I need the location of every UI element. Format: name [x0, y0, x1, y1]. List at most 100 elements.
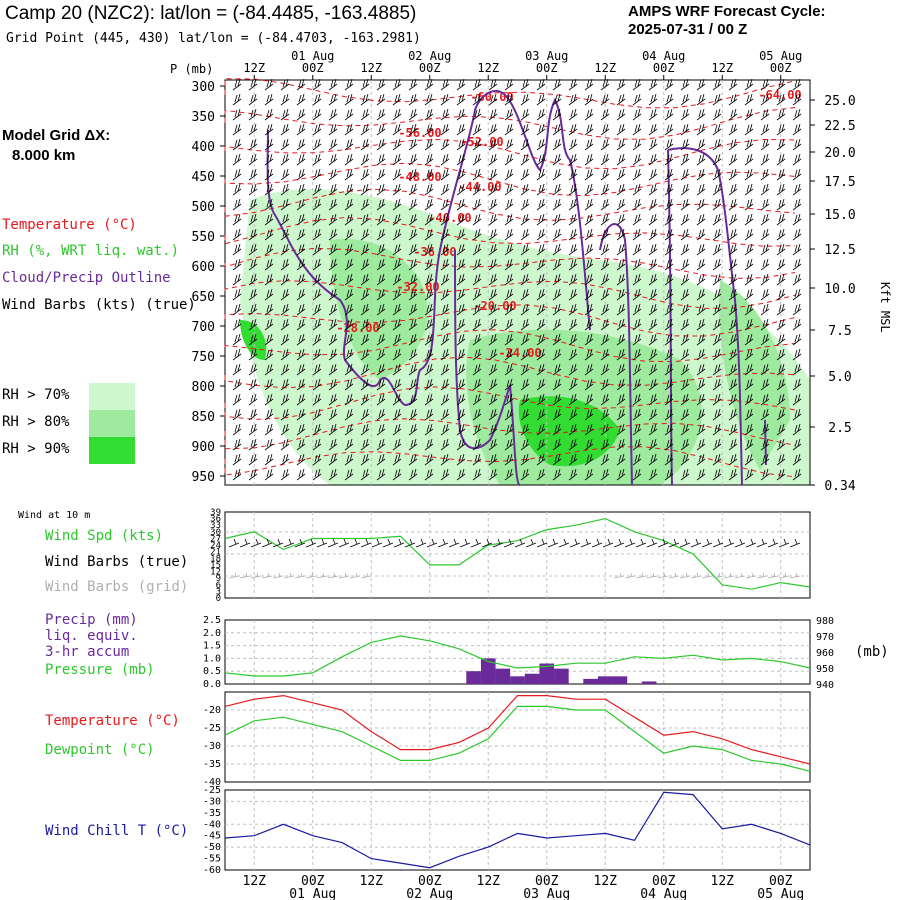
wind-barb — [584, 333, 594, 346]
wind-barb — [712, 183, 722, 196]
pressure-ytick-label: 980 — [816, 616, 834, 627]
wind-barb — [456, 468, 466, 481]
wind-barb — [504, 273, 514, 286]
wind-barb — [328, 453, 338, 466]
bottom-time-label: 00Z — [418, 874, 442, 889]
wind-barb — [440, 453, 450, 466]
rh-area-rh80 — [330, 239, 428, 380]
wind-barb — [696, 168, 706, 181]
wind-barb — [680, 183, 690, 196]
wind-barb — [264, 408, 274, 421]
isotherm-label: -32.00 — [396, 280, 439, 294]
wind-barb — [792, 93, 802, 106]
wind-barb — [632, 93, 642, 106]
wind-barb — [712, 333, 722, 346]
wind-barb — [264, 453, 274, 466]
wind-barb — [488, 348, 498, 361]
wind-barb — [504, 228, 514, 241]
wind-barb — [584, 378, 594, 391]
wind-barb — [232, 213, 242, 226]
wind-barb — [696, 78, 706, 91]
wind-barb — [248, 78, 258, 91]
wind-barb — [472, 78, 482, 91]
wind-barb — [728, 363, 738, 376]
wind-barb — [792, 438, 802, 451]
wind-barb — [264, 363, 274, 376]
wind-barb — [376, 243, 386, 256]
wind-barb — [248, 108, 258, 121]
wind-barb — [520, 78, 530, 91]
wind-barb — [552, 213, 562, 226]
wind-barb — [648, 108, 658, 121]
wind-barb — [584, 198, 594, 211]
wind-barb — [712, 258, 722, 271]
wind-barb — [440, 303, 450, 316]
wind-barb — [680, 78, 690, 91]
wind-barb — [376, 198, 386, 211]
wind-barb-10m — [360, 538, 372, 548]
wind-barb-grid — [734, 572, 746, 579]
isotherm-line — [224, 107, 796, 140]
wind-barb — [664, 318, 674, 331]
temp-ytick-label: -25 — [203, 723, 221, 734]
wind-barb — [504, 213, 514, 226]
wind-barb — [488, 423, 498, 436]
wind-barb — [504, 423, 514, 436]
wind-barb — [744, 378, 754, 391]
wind-barb — [760, 333, 770, 346]
wind-barb — [680, 468, 690, 481]
wind-barb-10m — [448, 538, 460, 548]
wind-barb — [760, 408, 770, 421]
wind-barb — [296, 438, 306, 451]
wind-barb — [360, 468, 370, 481]
wind-barb — [328, 228, 338, 241]
legend-precip: Precip (mm) — [45, 612, 138, 628]
wind-barb — [456, 243, 466, 256]
wind-barb — [632, 318, 642, 331]
wind-barb — [360, 318, 370, 331]
wind-barb — [488, 393, 498, 406]
wind-barb — [536, 213, 546, 226]
wind-barb — [360, 333, 370, 346]
temp-ytick-label: -30 — [203, 741, 221, 752]
wind-barb — [776, 348, 786, 361]
wind-barb — [520, 288, 530, 301]
wind-barb — [328, 183, 338, 196]
wind-barb — [728, 123, 738, 136]
wind-barb — [264, 333, 274, 346]
windchill-ytick-label: -50 — [203, 842, 221, 853]
wind-barb — [392, 243, 402, 256]
wind-barb — [264, 123, 274, 136]
wind-barb — [728, 393, 738, 406]
wind-barb — [568, 183, 578, 196]
top-time-label: 00Z — [419, 61, 441, 75]
wind-barb — [360, 438, 370, 451]
wind-barb — [296, 378, 306, 391]
wind-barb-10m — [514, 538, 526, 548]
wind-barb — [344, 168, 354, 181]
wind-barb — [552, 438, 562, 451]
wind-barb — [536, 108, 546, 121]
wind-barb — [280, 123, 290, 136]
wind-barb — [776, 93, 786, 106]
wind-barb — [360, 228, 370, 241]
wind-barb — [712, 348, 722, 361]
wind-barb — [712, 108, 722, 121]
wind-barb — [376, 423, 386, 436]
wind-barb — [344, 123, 354, 136]
wind-barb — [296, 108, 306, 121]
wind-barb — [376, 78, 386, 91]
wind-barb — [616, 288, 626, 301]
wind-barb-grid — [789, 572, 801, 579]
wind-barb — [504, 348, 514, 361]
windchill-ytick-label: -45 — [203, 831, 221, 842]
wind-barb — [664, 468, 674, 481]
wind-barb-10m — [228, 538, 240, 548]
wind-barb — [584, 363, 594, 376]
wind-barb-10m — [459, 538, 471, 548]
wind-barb-10m — [580, 538, 592, 548]
legend-precip-accum: 3-hr accum — [45, 644, 130, 660]
wind-barb — [248, 198, 258, 211]
wind-barb — [424, 78, 434, 91]
wind-ytick-label: 0 — [216, 594, 221, 604]
